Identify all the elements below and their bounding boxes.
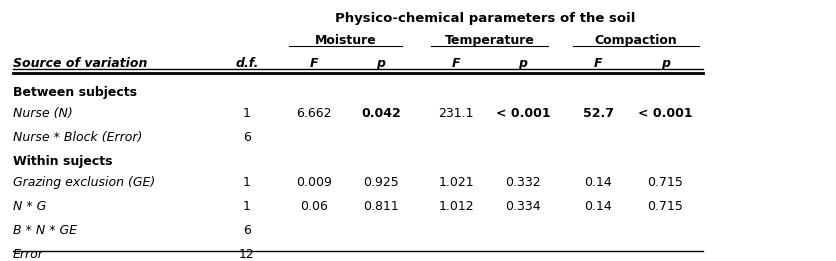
Text: 0.925: 0.925 xyxy=(363,176,398,189)
Text: Nurse (N): Nurse (N) xyxy=(13,107,72,120)
Text: Compaction: Compaction xyxy=(594,34,676,47)
Text: 6.662: 6.662 xyxy=(296,107,331,120)
Text: 0.811: 0.811 xyxy=(363,200,398,213)
Text: 1.021: 1.021 xyxy=(438,176,473,189)
Text: Moisture: Moisture xyxy=(314,34,376,47)
Text: 0.009: 0.009 xyxy=(296,176,331,189)
Text: p: p xyxy=(376,57,385,70)
Text: Temperature: Temperature xyxy=(444,34,534,47)
Text: F: F xyxy=(309,57,318,70)
Text: < 0.001: < 0.001 xyxy=(637,107,692,120)
Text: p: p xyxy=(518,57,527,70)
Text: 0.14: 0.14 xyxy=(584,200,612,213)
Text: < 0.001: < 0.001 xyxy=(495,107,550,120)
Text: 6: 6 xyxy=(242,131,251,144)
Text: p: p xyxy=(660,57,669,70)
Text: 0.06: 0.06 xyxy=(299,200,328,213)
Text: Physico-chemical parameters of the soil: Physico-chemical parameters of the soil xyxy=(335,12,635,25)
Text: 0.715: 0.715 xyxy=(647,176,682,189)
Text: 0.715: 0.715 xyxy=(647,200,682,213)
Text: F: F xyxy=(451,57,460,70)
Text: 0.334: 0.334 xyxy=(505,200,540,213)
Text: Nurse * Block (Error): Nurse * Block (Error) xyxy=(13,131,142,144)
Text: N * G: N * G xyxy=(13,200,46,213)
Text: 1: 1 xyxy=(242,107,251,120)
Text: 12: 12 xyxy=(239,248,254,261)
Text: Source of variation: Source of variation xyxy=(13,57,147,70)
Text: 52.7: 52.7 xyxy=(582,107,614,120)
Text: 0.14: 0.14 xyxy=(584,176,612,189)
Text: F: F xyxy=(594,57,602,70)
Text: 6: 6 xyxy=(242,224,251,237)
Text: 1: 1 xyxy=(242,200,251,213)
Text: 231.1: 231.1 xyxy=(438,107,473,120)
Text: Grazing exclusion (GE): Grazing exclusion (GE) xyxy=(13,176,155,189)
Text: 1: 1 xyxy=(242,176,251,189)
Text: B * N * GE: B * N * GE xyxy=(13,224,76,237)
Text: Between subjects: Between subjects xyxy=(13,86,136,99)
Text: Within sujects: Within sujects xyxy=(13,155,112,168)
Text: 1.012: 1.012 xyxy=(438,200,473,213)
Text: 0.332: 0.332 xyxy=(505,176,540,189)
Text: 0.042: 0.042 xyxy=(360,107,400,120)
Text: Error: Error xyxy=(13,248,43,261)
Text: d.f.: d.f. xyxy=(235,57,258,70)
